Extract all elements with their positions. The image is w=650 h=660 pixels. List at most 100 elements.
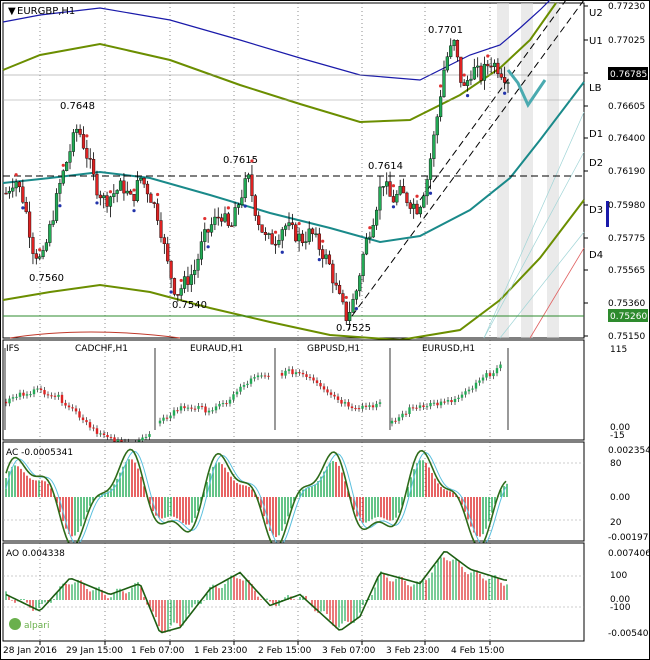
- candle-body: [358, 275, 362, 292]
- candle-body: [452, 39, 456, 47]
- price-tick-label: 0.75565: [608, 266, 645, 276]
- ifs-candle-body: [221, 403, 225, 405]
- band-lines: [2, 0, 585, 342]
- candle-body: [246, 174, 251, 179]
- ifs-candle-body: [239, 386, 242, 392]
- candle-body: [428, 158, 433, 180]
- ifs-candle-body: [350, 406, 354, 409]
- price-tick-label: 0.76605: [608, 102, 645, 112]
- ifs-candle-body: [162, 417, 165, 421]
- ifs-candle-body: [336, 396, 340, 400]
- red-arc: [9, 331, 181, 339]
- ifs-candle-body: [397, 417, 401, 421]
- ac-scale-20: 20: [610, 518, 622, 528]
- fractal-up-marker: [203, 216, 207, 221]
- candle-body: [149, 193, 153, 203]
- candle-body: [364, 238, 369, 255]
- candle-body: [71, 132, 75, 152]
- candle-body: [381, 186, 385, 188]
- candle-body: [297, 233, 301, 242]
- ifs-candle-body: [287, 369, 291, 371]
- ifs-candle-body: [25, 394, 29, 396]
- fan-line: [483, 151, 585, 339]
- d3-marker: [606, 201, 609, 227]
- candle-body: [314, 233, 318, 236]
- candle-body: [152, 202, 156, 204]
- level-label-U2: U2: [589, 8, 603, 19]
- ao-panel-border: [2, 542, 585, 642]
- ifs-candle-body: [43, 390, 46, 395]
- annotation-0.7614: 0.7614: [368, 161, 403, 172]
- time-label: 2 Feb 15:00: [258, 646, 312, 656]
- level-label-D2: D2: [589, 158, 603, 169]
- candle-body: [88, 158, 92, 160]
- ifs-candle-body: [495, 368, 499, 374]
- candle-body: [7, 191, 11, 194]
- candle-body: [162, 237, 166, 245]
- ifs-candle-body: [249, 378, 253, 384]
- ifs-candle-body: [329, 392, 333, 395]
- main-price-panel[interactable]: ▼ EURGBP,H1 0.7648 0.7615 0.7614 0.7701 …: [2, 0, 648, 342]
- level-label-D1: D1: [589, 129, 603, 140]
- candle-body: [341, 293, 345, 303]
- fractal-down-marker: [465, 94, 470, 98]
- chart-symbol-title: EURGBP,H1: [17, 6, 75, 17]
- price-tick-label: 0.75775: [608, 234, 645, 244]
- ifs-candle-body: [8, 398, 11, 404]
- ifs-candle-body: [361, 405, 364, 409]
- candle-body: [257, 215, 261, 225]
- candle-body: [455, 39, 460, 58]
- ifs-candle-body: [291, 369, 294, 375]
- time-label: 1 Feb 23:00: [194, 646, 248, 656]
- watermark-text: alpari: [24, 621, 49, 631]
- candle-body: [125, 190, 129, 194]
- ao-main-line: [5, 550, 508, 634]
- ifs-candle-body: [235, 391, 239, 395]
- ifs-candle-body: [102, 433, 106, 435]
- candle-body: [166, 243, 170, 262]
- candle-body: [351, 299, 355, 313]
- candle-body: [439, 96, 443, 118]
- candle-body: [310, 228, 315, 235]
- ifs-candle-body: [343, 402, 347, 404]
- green-line-price-label: 0.75260: [610, 312, 647, 322]
- alpari-logo-icon: [9, 618, 21, 630]
- ifs-candle-body: [144, 436, 148, 438]
- ifs-panel[interactable]: IFS CADCHF,H1 EURAUD,H1 GBPUSD,H1 EURUSD…: [2, 339, 630, 449]
- fan-line: [499, 231, 585, 339]
- ifs-candle-body: [165, 417, 169, 419]
- candle-body: [472, 66, 476, 80]
- ifs-candle-body: [197, 406, 200, 409]
- candle-body: [277, 240, 281, 245]
- trend-line-upper: [419, 0, 567, 201]
- fractal-up-marker: [344, 295, 348, 300]
- fractal-up-marker: [368, 226, 372, 230]
- candle-body: [492, 62, 497, 67]
- candle-body: [51, 220, 55, 225]
- candle-body: [209, 224, 214, 233]
- price-tick-label: 0.77230: [608, 2, 645, 12]
- chart-title-arrow: ▼: [8, 6, 16, 17]
- ao-panel[interactable]: AO 0.004338 0.007406 100 0.00 -100 -0.00…: [2, 542, 650, 642]
- candle-body: [267, 233, 271, 235]
- candle-body: [220, 217, 224, 222]
- forecast-zone: [521, 3, 533, 338]
- fractal-down-marker: [21, 206, 25, 210]
- candle-body: [135, 180, 139, 202]
- candle-body: [489, 65, 493, 68]
- ac-panel[interactable]: AC -0.0005341 0.002354 80 0.00 20 -0.001…: [2, 441, 650, 548]
- candle-body: [233, 207, 237, 227]
- ifs-candle-body: [214, 406, 218, 411]
- candle-body: [226, 213, 230, 226]
- candle-body: [287, 222, 291, 227]
- candle-body: [327, 254, 332, 265]
- candle-body: [156, 203, 160, 221]
- candle-body: [17, 181, 22, 188]
- candle-body: [223, 213, 227, 222]
- ifs-candle-body: [453, 398, 457, 403]
- ifs-candle-body: [294, 372, 298, 375]
- upper-olive-band: [2, 2, 557, 124]
- ifs-candle-body: [429, 403, 432, 407]
- candle-body: [479, 65, 483, 81]
